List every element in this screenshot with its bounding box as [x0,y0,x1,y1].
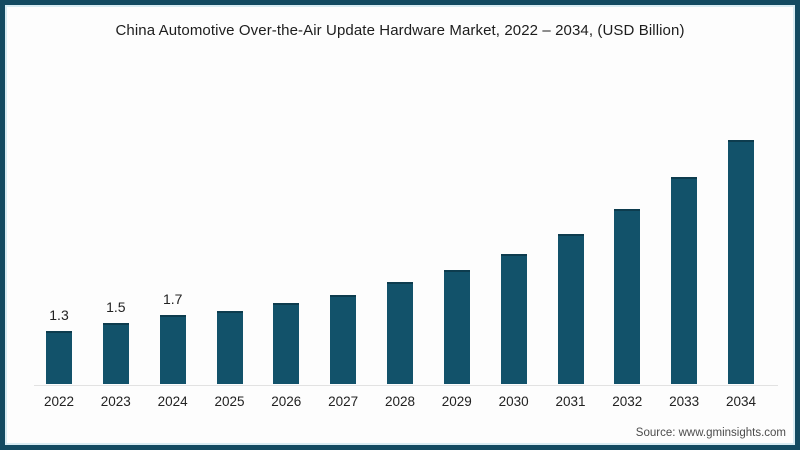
x-tick-label-2033: 2033 [669,394,700,409]
bar-2023 [102,323,129,384]
bar-2022 [46,331,72,384]
bar-value-label-2022: 1.3 [49,307,69,323]
bar-2029 [443,270,470,384]
x-tick-label-2027: 2027 [328,394,359,409]
x-tick-label-2028: 2028 [384,394,416,409]
x-tick-label-2026: 2026 [271,394,302,409]
source-attribution: Source: www.gminsights.com [635,427,786,439]
x-tick-label-2025: 2025 [214,394,245,409]
bar-2028 [387,282,413,384]
bar-2032 [614,209,641,384]
bar-2034 [728,140,754,384]
bar-value-label-2024: 1.7 [162,291,183,307]
x-tick-label-2032: 2032 [612,394,643,409]
bar-2030 [500,254,527,384]
bar-2031 [557,234,584,384]
x-tick-label-2030: 2030 [498,394,529,409]
x-tick-label-2034: 2034 [725,394,757,409]
x-tick-label-2022: 2022 [43,394,75,409]
bar-2027 [330,295,357,384]
bar-2025 [216,311,243,384]
x-tick-label-2024: 2024 [157,394,188,409]
bar-2024 [159,315,186,384]
x-tick-label-2029: 2029 [441,394,472,409]
bar-value-label-2023: 1.5 [106,299,126,315]
x-axis-line [34,385,778,386]
x-tick-label-2031: 2031 [555,394,586,409]
bar-2026 [273,303,300,384]
x-tick-label-2023: 2023 [100,394,131,409]
chart-title: China Automotive Over-the-Air Update Har… [115,22,685,39]
bar-2033 [671,177,698,384]
